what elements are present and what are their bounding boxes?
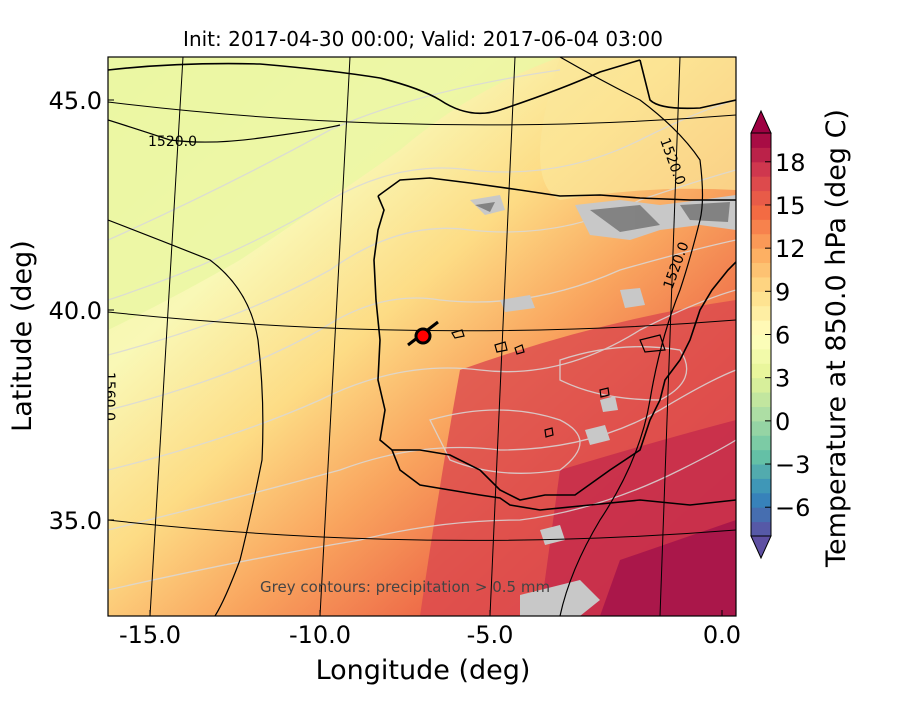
- location-marker: [407, 320, 439, 347]
- inland-features: [451, 329, 666, 438]
- axis-ticks: [108, 99, 723, 616]
- contour-label: 1560.0: [101, 372, 117, 421]
- y-axis-label: Latitude (deg): [7, 240, 38, 432]
- precipitation-note: Grey contours: precipitation > 0.5 mm: [260, 578, 550, 596]
- y-tick-label: 40.0: [49, 297, 102, 325]
- x-axis-label: Longitude (deg): [316, 655, 531, 686]
- x-tick-label: -5.0: [467, 621, 514, 649]
- contour-label: 1520.0: [148, 134, 197, 150]
- y-tick-labels: 45.0 40.0 35.0: [49, 87, 102, 535]
- x-tick-label: 0.0: [703, 621, 741, 649]
- coastlines: [108, 59, 736, 511]
- y-tick-label: 35.0: [49, 507, 102, 535]
- precipitation-areas: [470, 195, 736, 616]
- x-tick-label: -15.0: [119, 621, 181, 649]
- y-tick-label: 45.0: [49, 87, 102, 115]
- precipitation-hatch: [475, 202, 730, 232]
- x-tick-label: -10.0: [289, 621, 351, 649]
- map-frame: [107, 56, 737, 617]
- map-title: Init: 2017-04-30 00:00; Valid: 2017-06-0…: [183, 27, 663, 51]
- geopotential-contours: [108, 57, 704, 616]
- temperature-contours: [108, 69, 736, 591]
- temperature-field: 1520.0 1520.0 1520.0 1560.0 Grey contour…: [101, 57, 736, 616]
- x-tick-labels: -15.0 -10.0 -5.0 0.0: [119, 621, 741, 649]
- graticule: [108, 57, 736, 616]
